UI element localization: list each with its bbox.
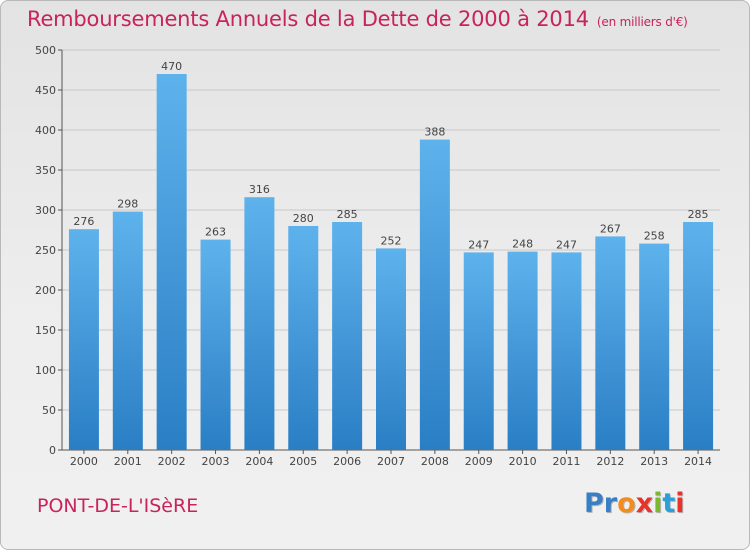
y-tick-label: 250 bbox=[35, 244, 56, 257]
x-tick-label: 2014 bbox=[684, 455, 712, 468]
y-tick-label: 500 bbox=[35, 44, 56, 57]
bar-2004 bbox=[244, 197, 275, 450]
bar-2012 bbox=[595, 236, 626, 450]
logo-letter: i bbox=[675, 488, 685, 519]
data-label-2007: 252 bbox=[381, 234, 402, 247]
bar-2014 bbox=[683, 222, 714, 450]
bar-2013 bbox=[639, 243, 670, 450]
data-label-2008: 388 bbox=[424, 126, 445, 139]
data-label-2012: 267 bbox=[600, 222, 621, 235]
bar-2000 bbox=[68, 229, 99, 450]
logo-letter: o bbox=[617, 488, 636, 519]
y-tick-label: 400 bbox=[35, 124, 56, 137]
y-tick-label: 350 bbox=[35, 164, 56, 177]
data-label-2013: 258 bbox=[644, 230, 665, 243]
data-label-2011: 247 bbox=[556, 238, 577, 251]
data-label-2005: 280 bbox=[293, 212, 314, 225]
bar-2003 bbox=[200, 239, 231, 450]
logo-letter: P bbox=[584, 488, 604, 519]
bar-2002 bbox=[156, 74, 187, 450]
x-tick-label: 2006 bbox=[333, 455, 361, 468]
y-tick-label: 150 bbox=[35, 324, 56, 337]
y-tick-label: 0 bbox=[49, 444, 56, 457]
bar-2010 bbox=[507, 251, 538, 450]
data-label-2002: 470 bbox=[161, 60, 182, 73]
bar-2006 bbox=[332, 222, 363, 450]
x-tick-label: 2013 bbox=[640, 455, 668, 468]
chart-title: Remboursements Annuels de la Dette de 20… bbox=[27, 7, 688, 31]
chart-unit: (en milliers d'€) bbox=[596, 15, 688, 29]
data-label-2001: 298 bbox=[117, 198, 138, 211]
proxiti-logo: Proxiti bbox=[584, 488, 685, 519]
x-tick-label: 2008 bbox=[421, 455, 449, 468]
x-tick-label: 2007 bbox=[377, 455, 405, 468]
data-label-2004: 316 bbox=[249, 183, 270, 196]
data-label-2003: 263 bbox=[205, 226, 226, 239]
y-tick-label: 50 bbox=[42, 404, 56, 417]
logo-letter: i bbox=[653, 488, 663, 519]
bar-2001 bbox=[112, 211, 143, 450]
chart-title-text: Remboursements Annuels de la Dette de 20… bbox=[27, 7, 589, 31]
data-label-2014: 285 bbox=[688, 208, 709, 221]
y-tick-label: 100 bbox=[35, 364, 56, 377]
bars bbox=[68, 74, 714, 450]
x-tick-label: 2005 bbox=[289, 455, 317, 468]
bar-2005 bbox=[288, 226, 319, 450]
logo-letter: t bbox=[662, 488, 676, 519]
x-tick-label: 2009 bbox=[465, 455, 493, 468]
labels: 0 50 100 150 200 250 300 350 400 450 500 276 2000 298… bbox=[35, 44, 712, 468]
x-tick-label: 2000 bbox=[70, 455, 98, 468]
bar-2007 bbox=[376, 248, 406, 450]
y-tick-label: 450 bbox=[35, 84, 56, 97]
logo-letter: x bbox=[635, 488, 654, 519]
bar-2009 bbox=[463, 252, 494, 450]
x-tick-label: 2010 bbox=[509, 455, 537, 468]
data-label-2006: 285 bbox=[337, 208, 358, 221]
bar-2011 bbox=[551, 252, 582, 450]
city-name: PONT-DE-L'ISèRE bbox=[37, 495, 199, 517]
bar-2008 bbox=[419, 139, 450, 450]
x-tick-label: 2002 bbox=[158, 455, 186, 468]
y-tick-label: 300 bbox=[35, 204, 56, 217]
x-tick-label: 2003 bbox=[202, 455, 230, 468]
x-tick-label: 2012 bbox=[596, 455, 624, 468]
data-label-2009: 247 bbox=[468, 238, 489, 251]
x-tick-label: 2004 bbox=[245, 455, 273, 468]
y-tick-label: 200 bbox=[35, 284, 56, 297]
x-tick-label: 2011 bbox=[552, 455, 580, 468]
data-label-2010: 248 bbox=[512, 238, 533, 251]
x-tick-label: 2001 bbox=[114, 455, 142, 468]
data-label-2000: 276 bbox=[73, 215, 94, 228]
logo-letter: r bbox=[603, 488, 618, 519]
